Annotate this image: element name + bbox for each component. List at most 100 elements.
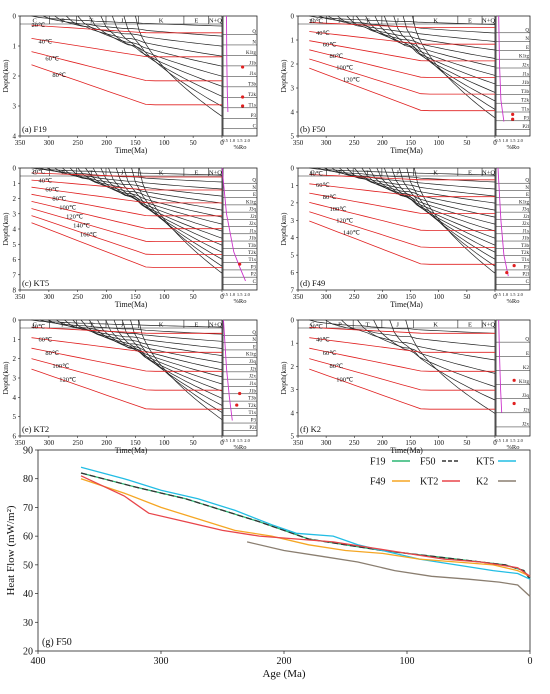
period-label: T — [366, 18, 370, 25]
ro-tick-label: 0.5 — [222, 438, 228, 443]
depth-tick-label: 4 — [291, 109, 295, 117]
stratum-label: E — [253, 193, 256, 198]
ro-tick-label: 1.0 — [230, 292, 236, 297]
time-axis-label: Time(Ma) — [115, 146, 148, 155]
isotherm-label: 120℃ — [66, 214, 84, 221]
ro-plot-frame — [222, 319, 258, 437]
isotherm-line — [31, 172, 222, 178]
ro-tick-label: 1.0 — [503, 138, 509, 143]
stratum-label: E — [526, 46, 529, 51]
period-label: K — [433, 170, 438, 177]
isotherm-line — [31, 368, 222, 410]
stratum-label: P3 — [251, 114, 257, 119]
burial-curve — [405, 319, 496, 414]
isotherm-label: 120℃ — [336, 218, 354, 225]
isotherm-line — [309, 67, 495, 112]
isotherm-label: 120℃ — [343, 76, 361, 83]
burial-curve — [42, 15, 223, 37]
ro-tick-label: 2.0 — [244, 138, 250, 143]
period-label: E — [194, 18, 198, 25]
y-tick-label: 40 — [23, 589, 33, 600]
depth-tick-label: 4 — [13, 133, 17, 141]
time-tick-label: 100 — [433, 293, 444, 301]
depth-tick-label: 5 — [291, 133, 295, 141]
series-line-f50 — [80, 472, 531, 580]
period-label: E — [468, 170, 472, 177]
time-tick-label: 150 — [405, 439, 416, 447]
panel-label: (b) F50 — [300, 124, 325, 134]
period-label: C — [33, 322, 37, 329]
burial-plot-frame — [297, 15, 496, 137]
ro-tick-label: 0.5 — [222, 292, 228, 297]
ro-plot-frame — [495, 167, 531, 291]
burial-curve — [77, 15, 223, 67]
depth-tick-label: 3 — [291, 386, 295, 394]
depth-tick-label: 3 — [291, 85, 295, 93]
ro-curve — [226, 15, 229, 113]
ro-tick-label: 0.5 — [495, 292, 501, 297]
depth-tick-label: 2 — [291, 199, 295, 207]
isotherm-line — [31, 201, 222, 230]
stratum-label: T1s — [249, 411, 257, 416]
period-label: J — [121, 170, 124, 177]
ro-tick-label: 2.0 — [244, 292, 250, 297]
depth-tick-label: 4 — [13, 226, 17, 234]
time-tick-label: 300 — [44, 439, 55, 447]
burial-curve — [130, 319, 223, 413]
ro-sample-point — [238, 262, 242, 266]
ro-tick-label: 2.0 — [517, 138, 523, 143]
time-axis-label: Time(Ma) — [115, 300, 148, 309]
burial-curve — [97, 319, 223, 385]
stratum-label: K1tg — [246, 200, 257, 205]
burial-curve — [111, 15, 223, 97]
y-tick-label: 80 — [23, 474, 33, 485]
depth-tick-label: 3 — [291, 217, 295, 225]
legend-label: KT5 — [476, 457, 494, 468]
ro-tick-label: 2.0 — [517, 438, 523, 443]
burial-curve — [115, 167, 223, 253]
y-tick-label: 20 — [23, 647, 33, 658]
legend-label: KT2 — [420, 477, 438, 488]
stratum-label: T3b — [248, 244, 257, 249]
ro-tick-label: 1.5 — [510, 292, 516, 297]
stratum-label: T3b — [248, 397, 257, 402]
depth-tick-label: 2 — [13, 355, 17, 363]
burial-curve — [413, 167, 496, 274]
period-label: N+Q — [209, 18, 222, 25]
isotherm-label: 160℃ — [80, 232, 98, 239]
burial-panel-b: C P T J K E N+Q20℃40℃60℃80℃100℃120℃012345Depth… — [279, 13, 531, 155]
time-tick-label: 350 — [293, 139, 304, 147]
time-tick-label: 150 — [130, 293, 141, 301]
depth-tick-label: 0 — [291, 165, 295, 173]
depth-tick-label: 2 — [13, 195, 17, 203]
time-tick-label: 0 — [220, 293, 224, 301]
time-axis-label: Time(Ma) — [390, 446, 423, 455]
isotherm-label: 60℃ — [45, 55, 60, 62]
time-tick-label: 350 — [293, 439, 304, 447]
time-tick-label: 250 — [72, 439, 83, 447]
burial-plot-frame — [297, 319, 496, 437]
stratum-label: T1s — [249, 258, 257, 263]
period-label: J — [396, 18, 399, 25]
ro-tick-label: 1.0 — [230, 138, 236, 143]
stratum-label: T1s — [522, 108, 530, 113]
y-tick-label: 70 — [23, 503, 33, 514]
burial-curve — [309, 15, 496, 25]
depth-axis-label: Depth(km) — [279, 59, 288, 92]
stratum-label: J2t — [523, 408, 529, 413]
burial-curve — [77, 167, 223, 218]
ro-sample-point — [511, 117, 515, 121]
time-tick-label: 200 — [101, 293, 112, 301]
stratum-label: K1tg — [246, 353, 257, 358]
stratum-label: T3b — [521, 244, 530, 249]
period-label: J — [396, 322, 399, 329]
stratum-label: J2t — [250, 367, 256, 372]
ro-tick-label: 1.0 — [503, 438, 509, 443]
stratum-label: J2x — [249, 222, 256, 227]
ro-sample-point — [511, 112, 515, 116]
isotherm-label: 80℃ — [323, 194, 338, 201]
stratum-label: N — [252, 338, 256, 343]
ro-axis-label: %Ro — [234, 144, 247, 151]
ro-sample-point — [241, 104, 245, 108]
depth-tick-label: 2 — [291, 363, 295, 371]
